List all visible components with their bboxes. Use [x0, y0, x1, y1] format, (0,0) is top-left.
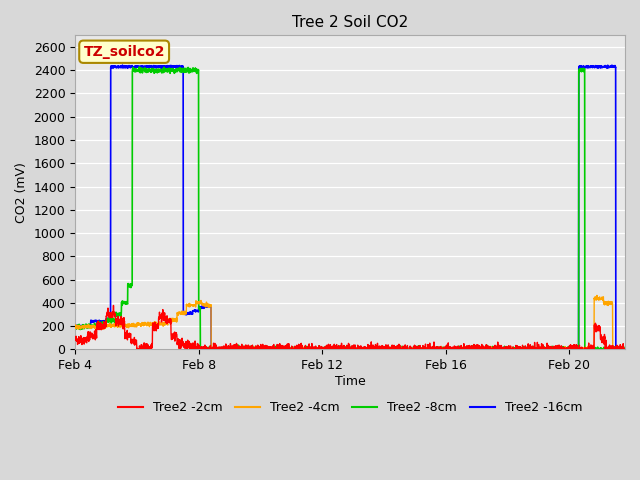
Legend: Tree2 -2cm, Tree2 -4cm, Tree2 -8cm, Tree2 -16cm: Tree2 -2cm, Tree2 -4cm, Tree2 -8cm, Tree…: [113, 396, 587, 420]
X-axis label: Time: Time: [335, 375, 365, 388]
Title: Tree 2 Soil CO2: Tree 2 Soil CO2: [292, 15, 408, 30]
Text: TZ_soilco2: TZ_soilco2: [83, 45, 165, 59]
Y-axis label: CO2 (mV): CO2 (mV): [15, 162, 28, 223]
